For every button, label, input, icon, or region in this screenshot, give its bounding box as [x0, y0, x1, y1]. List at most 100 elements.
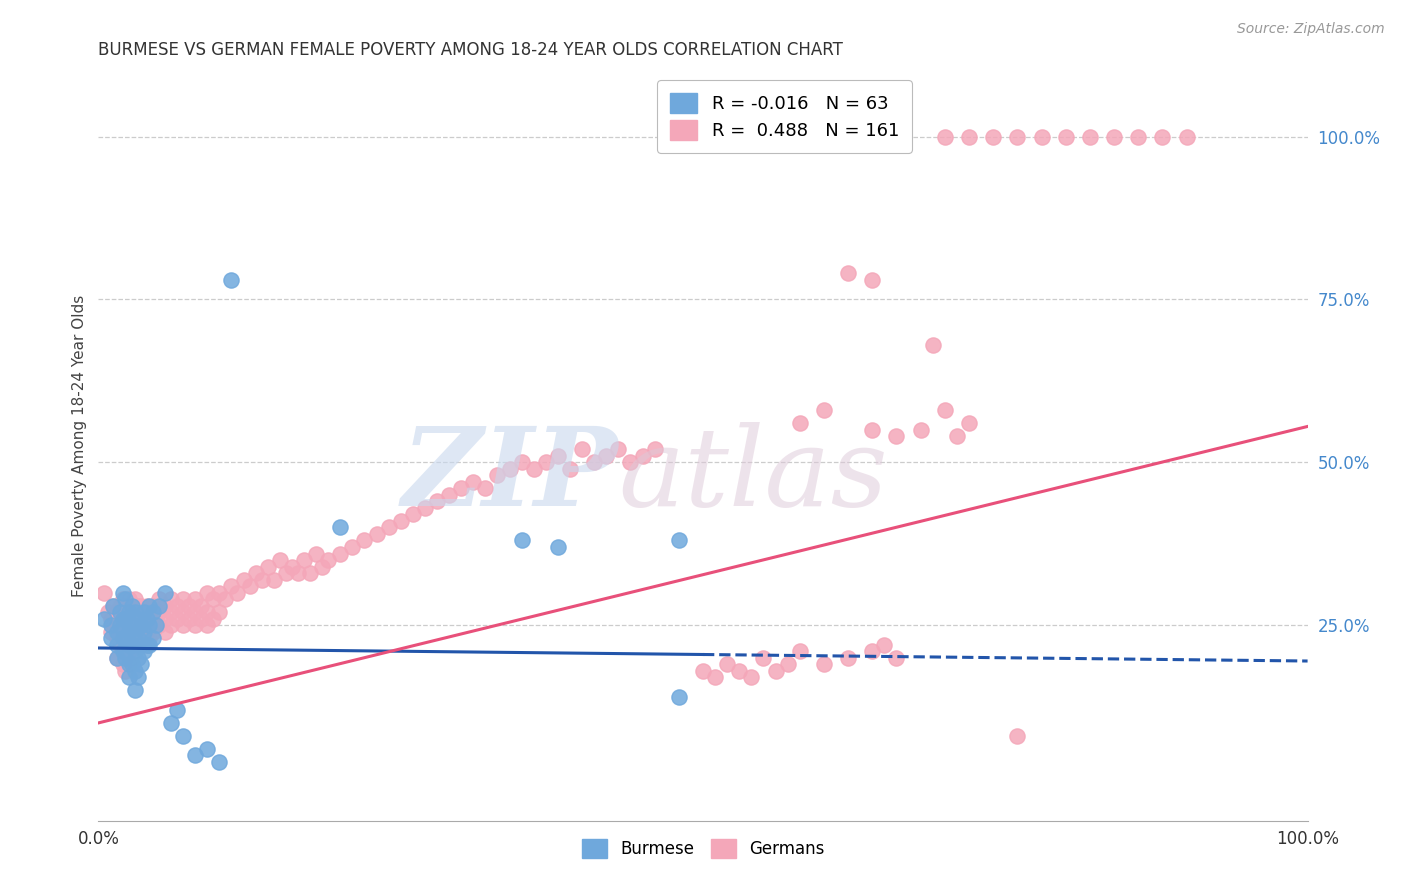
Point — [111, 631, 134, 645]
Point — [101, 599, 124, 613]
Point — [100, 631, 122, 645]
Point — [389, 514, 412, 528]
Point — [101, 618, 124, 632]
Point — [957, 129, 980, 144]
Point — [292, 553, 315, 567]
Point — [558, 462, 581, 476]
Point — [250, 573, 273, 587]
Point — [837, 650, 859, 665]
Text: ZIP: ZIP — [402, 422, 619, 530]
Point — [142, 624, 165, 639]
Point — [214, 592, 236, 607]
Point — [142, 612, 165, 626]
Point — [366, 527, 388, 541]
Point — [402, 508, 425, 522]
Point — [166, 599, 188, 613]
Point — [135, 599, 157, 613]
Point — [127, 612, 149, 626]
Point — [145, 618, 167, 632]
Point — [245, 566, 267, 580]
Point — [108, 599, 131, 613]
Point — [813, 403, 835, 417]
Point — [256, 559, 278, 574]
Point — [108, 612, 131, 626]
Point — [166, 612, 188, 626]
Point — [195, 605, 218, 619]
Point — [263, 573, 285, 587]
Point — [692, 664, 714, 678]
Point — [886, 429, 908, 443]
Point — [134, 605, 156, 619]
Point — [111, 631, 134, 645]
Point — [523, 462, 546, 476]
Point — [510, 455, 533, 469]
Point — [124, 631, 146, 645]
Point — [946, 429, 969, 443]
Point — [105, 618, 128, 632]
Point — [148, 605, 170, 619]
Point — [281, 559, 304, 574]
Point — [118, 670, 141, 684]
Point — [118, 605, 141, 619]
Point — [142, 631, 165, 645]
Point — [138, 638, 160, 652]
Point — [1128, 129, 1150, 144]
Point — [100, 618, 122, 632]
Point — [127, 650, 149, 665]
Point — [114, 650, 136, 665]
Point — [957, 416, 980, 430]
Point — [127, 631, 149, 645]
Point — [100, 624, 122, 639]
Point — [148, 592, 170, 607]
Point — [668, 533, 690, 548]
Text: Source: ZipAtlas.com: Source: ZipAtlas.com — [1237, 22, 1385, 37]
Point — [716, 657, 738, 672]
Point — [232, 573, 254, 587]
Point — [1102, 129, 1125, 144]
Point — [221, 273, 243, 287]
Point — [129, 599, 152, 613]
Point — [118, 644, 141, 658]
Point — [145, 618, 167, 632]
Point — [934, 403, 956, 417]
Point — [426, 494, 449, 508]
Point — [1175, 129, 1198, 144]
Point — [740, 670, 762, 684]
Point — [607, 442, 630, 457]
Point — [105, 605, 128, 619]
Point — [142, 599, 165, 613]
Point — [124, 605, 146, 619]
Point — [184, 592, 207, 607]
Point — [1031, 129, 1053, 144]
Point — [342, 540, 364, 554]
Point — [583, 455, 606, 469]
Point — [195, 742, 218, 756]
Point — [121, 612, 143, 626]
Point — [789, 644, 811, 658]
Point — [134, 624, 156, 639]
Point — [118, 618, 141, 632]
Point — [299, 566, 322, 580]
Point — [111, 612, 134, 626]
Point — [121, 599, 143, 613]
Point — [172, 618, 194, 632]
Point — [311, 559, 333, 574]
Point — [124, 664, 146, 678]
Point — [129, 612, 152, 626]
Legend: Burmese, Germans: Burmese, Germans — [575, 833, 831, 864]
Point — [129, 618, 152, 632]
Point — [118, 657, 141, 672]
Point — [190, 612, 212, 626]
Point — [498, 462, 520, 476]
Text: BURMESE VS GERMAN FEMALE POVERTY AMONG 18-24 YEAR OLDS CORRELATION CHART: BURMESE VS GERMAN FEMALE POVERTY AMONG 1… — [98, 41, 844, 59]
Point — [190, 599, 212, 613]
Point — [450, 481, 472, 495]
Point — [105, 650, 128, 665]
Point — [114, 638, 136, 652]
Point — [166, 703, 188, 717]
Point — [111, 657, 134, 672]
Point — [195, 585, 218, 599]
Point — [184, 748, 207, 763]
Point — [114, 599, 136, 613]
Point — [127, 612, 149, 626]
